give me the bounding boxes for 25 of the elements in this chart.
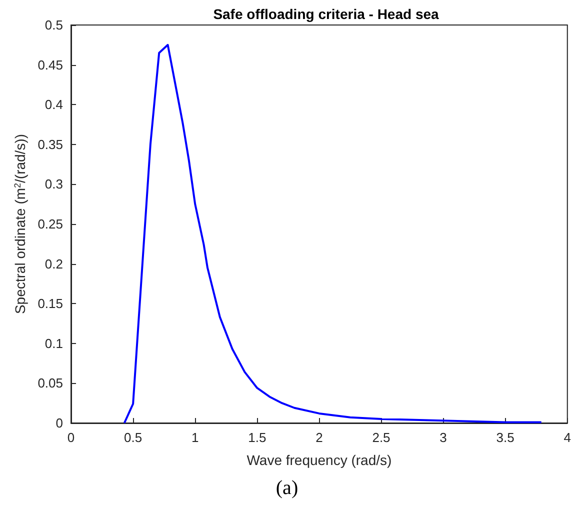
chart-title: Safe offloading criteria - Head sea: [213, 6, 440, 22]
x-tick-label: 1: [191, 430, 199, 445]
x-tick-label: 0.5: [124, 430, 142, 445]
text: (a): [276, 477, 298, 499]
y-tick-label: 0.45: [38, 57, 63, 72]
y-tick-label: 0.35: [38, 136, 63, 152]
y-tick-label: 0.25: [38, 216, 63, 232]
x-tick-label: 1.5: [248, 430, 266, 445]
y-tick-label: 0.05: [38, 376, 63, 391]
x-tick-label: 4: [564, 430, 571, 445]
y-tick-label: 0.4: [44, 97, 63, 112]
y-tick-label: 0.2: [44, 256, 63, 272]
x-tick-label: 0: [67, 430, 75, 445]
x-tick-label: 3: [440, 430, 447, 445]
y-axis-title: Spectral ordinate (m2/(rad/s)): [12, 134, 28, 314]
y-tick-label: 0.1: [44, 336, 63, 351]
line-series: [123, 44, 542, 424]
x-tick-label: 3.5: [496, 430, 514, 445]
x-tick-label: 2: [316, 430, 323, 445]
y-tick-label: 0.15: [38, 296, 63, 312]
y-tick-label: 0.5: [44, 18, 63, 32]
y-tick-label: 0.3: [44, 176, 63, 192]
y-tick-label: 0: [56, 416, 63, 430]
x-tick-label: 2.5: [372, 430, 390, 445]
x-axis-title: Wave frequency (rad/s): [246, 452, 392, 468]
